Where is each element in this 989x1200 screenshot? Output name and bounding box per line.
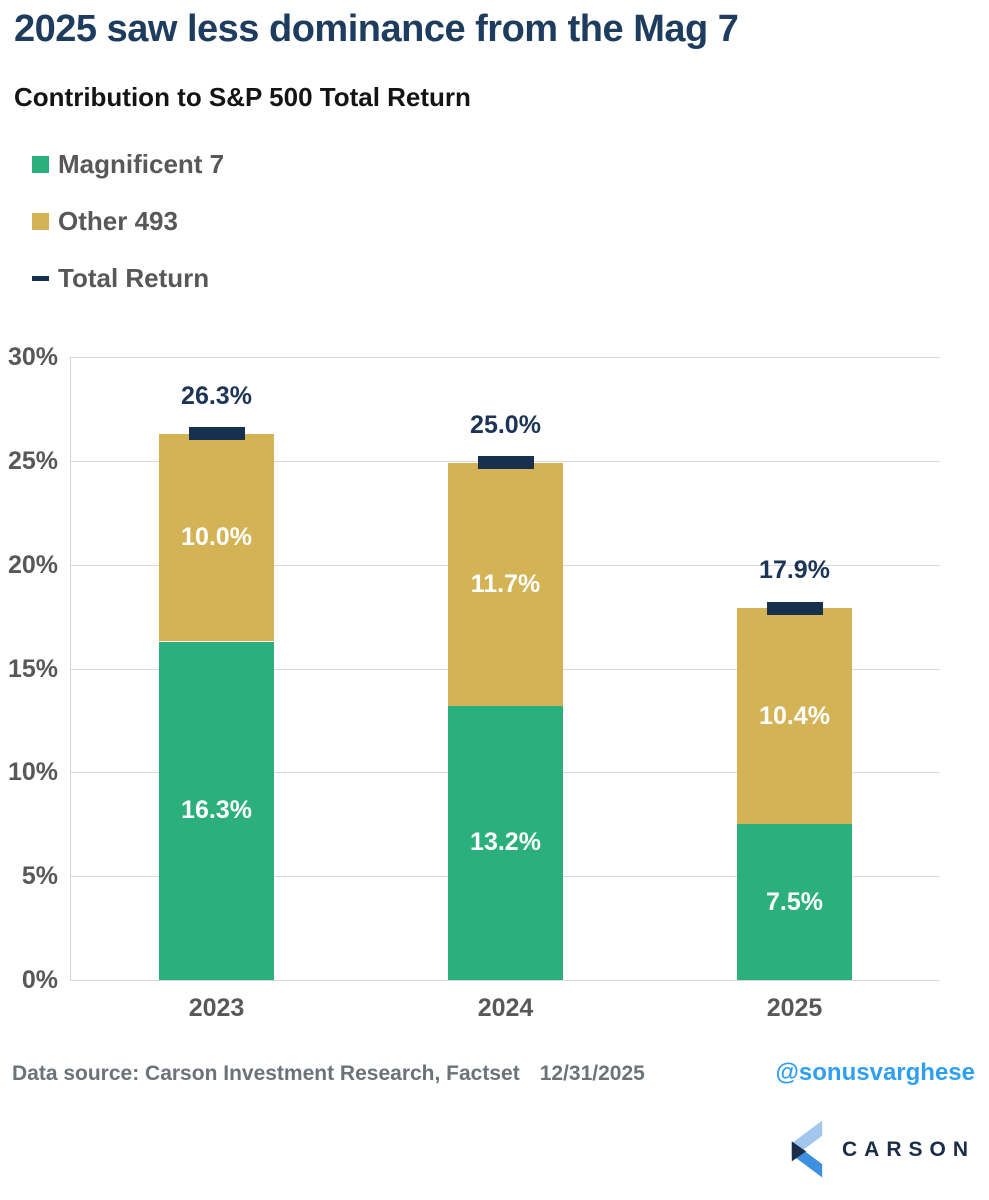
- legend-item-label: Other 493: [58, 206, 178, 236]
- total-return-marker-2023: [188, 427, 245, 441]
- gridline-25%: [70, 460, 940, 462]
- bar-2024-mag7-label: 13.2%: [470, 828, 541, 857]
- bar-2023-mag7-label: 16.3%: [181, 796, 252, 825]
- total-return-marker-2025: [766, 601, 823, 615]
- gridline-15%: [70, 668, 940, 670]
- total-return-label-2023: 26.3%: [181, 381, 252, 410]
- chart-subtitle: Contribution to S&P 500 Total Return: [14, 82, 471, 112]
- legend: Magnificent 7 Other 493 Total Return: [32, 148, 224, 319]
- bar-2025-mag7: 7.5%: [737, 824, 852, 980]
- author-handle[interactable]: @sonusvarghese: [775, 1059, 975, 1086]
- carson-logo-icon: [788, 1120, 826, 1178]
- as-of-date: 12/31/2025: [539, 1062, 645, 1085]
- legend-item-1: Other 493: [32, 205, 224, 238]
- x-axis-label-2025: 2025: [766, 994, 823, 1022]
- carson-logo-text: CARSON: [841, 1138, 975, 1161]
- gridline-0%: [70, 980, 940, 981]
- bar-2024-other493-label: 11.7%: [470, 569, 541, 598]
- y-axis-label-10%: 10%: [7, 758, 58, 787]
- data-source-note: Data source: Carson Investment Research,…: [12, 1062, 645, 1086]
- legend-item-2: Total Return: [32, 262, 224, 295]
- carson-logo: CARSON: [788, 1120, 975, 1178]
- gridline-5%: [70, 876, 940, 878]
- gridline-20%: [70, 564, 940, 566]
- legend-swatch-icon: [32, 213, 49, 230]
- legend-swatch-icon: [32, 156, 49, 173]
- y-axis-label-30%: 30%: [7, 343, 58, 371]
- total-return-label-2024: 25.0%: [470, 410, 541, 439]
- total-return-label-2025: 17.9%: [759, 556, 830, 585]
- legend-item-0: Magnificent 7: [32, 148, 224, 181]
- x-axis-label-2023: 2023: [188, 994, 245, 1022]
- y-axis-label-0%: 0%: [21, 966, 58, 994]
- legend-item-label: Total Return: [58, 263, 210, 293]
- bar-2024-other493: 11.7%: [448, 462, 563, 706]
- y-axis-label-5%: 5%: [21, 862, 58, 891]
- y-axis-label-15%: 15%: [7, 654, 58, 683]
- y-axis-label-25%: 25%: [7, 446, 58, 475]
- legend-dash-icon: [32, 276, 49, 281]
- bar-2025-other493-label: 10.4%: [759, 701, 830, 730]
- bar-2025-other493: 10.4%: [737, 608, 852, 825]
- x-axis-label-2024: 2024: [477, 994, 534, 1022]
- gridline-30%: [70, 357, 940, 358]
- bar-2024-mag7: 13.2%: [448, 705, 563, 980]
- data-source-text: Data source: Carson Investment Research,…: [12, 1062, 520, 1085]
- page-title: 2025 saw less dominance from the Mag 7: [14, 8, 739, 50]
- gridline-10%: [70, 772, 940, 774]
- bar-2023-mag7: 16.3%: [159, 641, 274, 980]
- bar-2023-other493-label: 10.0%: [181, 523, 252, 552]
- legend-item-label: Magnificent 7: [58, 149, 225, 179]
- y-axis-label-20%: 20%: [7, 550, 58, 579]
- total-return-marker-2024: [477, 456, 534, 470]
- y-axis-line: [70, 357, 71, 980]
- bar-2023-other493: 10.0%: [159, 433, 274, 642]
- bar-2025-mag7-label: 7.5%: [766, 887, 823, 916]
